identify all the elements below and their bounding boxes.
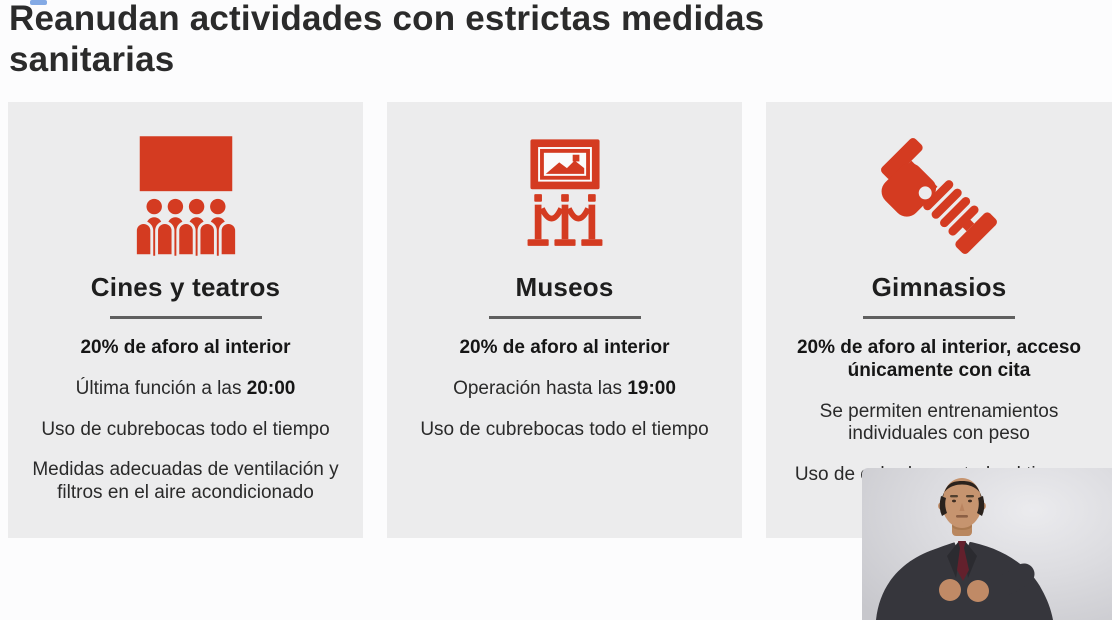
card-detail-item: Uso de cubrebocas todo el tiempo — [41, 418, 330, 440]
card-gimnasios: Gimnasios 20% de aforo al interior, acce… — [766, 102, 1112, 538]
hand-holding-dumbbell-icon — [766, 130, 1112, 262]
card-detail-item: Operación hasta las 19:00 — [453, 377, 676, 399]
museum-picture-rope-barrier-icon — [387, 130, 742, 262]
cinema-screen-audience-icon — [8, 130, 363, 262]
page-title-line1: Reanudan actividades con estrictas medid… — [9, 0, 765, 38]
card-title: Gimnasios — [871, 272, 1007, 302]
page-title: Reanudan actividades con estrictas medid… — [9, 0, 989, 80]
card-detail-item: Uso de cubrebocas todo el tiempo — [420, 418, 709, 440]
card-detail-item: 20% de aforo al interior — [459, 337, 670, 358]
card-detail-item: Se permiten entrenamientos individuales … — [819, 400, 1059, 445]
title-underline — [109, 316, 262, 319]
title-underline — [863, 316, 1015, 319]
measures-cards-row: Cines y teatros 20% de aforo al interior… — [8, 102, 1112, 538]
card-cines-y-teatros: Cines y teatros 20% de aforo al interior… — [8, 102, 363, 538]
title-underline — [488, 316, 641, 319]
card-detail-item: 20% de aforo al interior — [80, 337, 291, 358]
card-title: Cines y teatros — [90, 272, 281, 302]
interpreter-figure — [876, 478, 1053, 620]
card-title: Museos — [515, 272, 614, 302]
card-detail-item: 20% de aforo al interior, acceso únicame… — [796, 337, 1082, 381]
sign-language-interpreter-video — [862, 468, 1112, 620]
card-detail-item: Última función a las 20:00 — [75, 377, 296, 399]
card-museos: Museos 20% de aforo al interior Operació… — [387, 102, 742, 538]
page-title-line2: sanitarias — [9, 40, 175, 79]
video-compression-artifact — [30, 0, 47, 5]
card-detail-item: Medidas adecuadas de ventilación y filtr… — [32, 459, 339, 504]
